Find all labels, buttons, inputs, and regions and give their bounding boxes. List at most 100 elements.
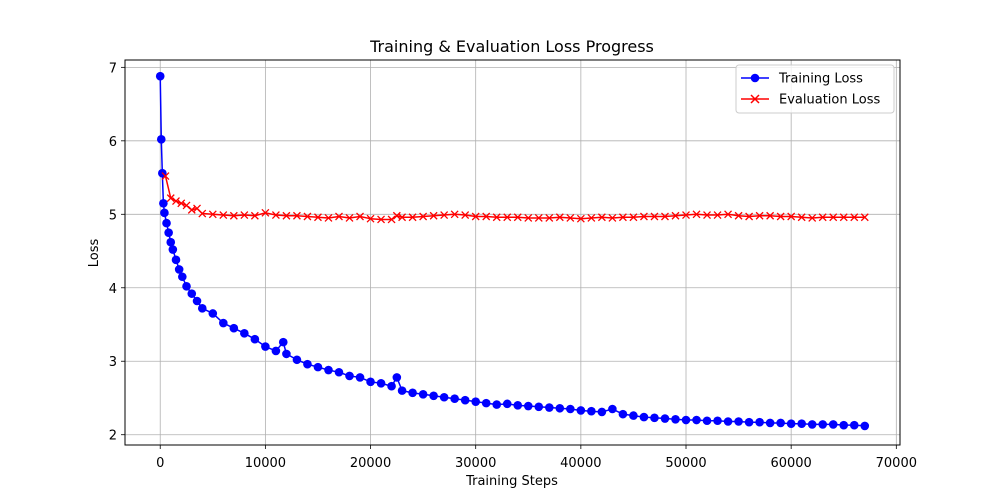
training-loss-point bbox=[303, 359, 312, 369]
training-loss-point bbox=[828, 420, 838, 429]
training-loss-point bbox=[278, 337, 288, 347]
training-loss-point bbox=[187, 289, 197, 298]
evaluation-loss-point bbox=[787, 212, 796, 221]
x-tick-label: 0 bbox=[156, 456, 164, 471]
training-loss-point bbox=[156, 135, 166, 144]
evaluation-loss-point bbox=[639, 212, 648, 221]
evaluation-loss-point bbox=[387, 215, 396, 224]
training-loss-point bbox=[713, 416, 722, 426]
training-loss-point bbox=[723, 417, 733, 426]
training-loss-point bbox=[650, 413, 659, 423]
training-loss-point bbox=[376, 378, 386, 388]
training-loss-point bbox=[271, 346, 281, 356]
evaluation-loss-point bbox=[608, 214, 617, 222]
evaluation-loss-point bbox=[161, 172, 170, 181]
training-loss-point bbox=[178, 272, 187, 282]
evaluation-loss-point bbox=[166, 194, 175, 203]
training-loss-point bbox=[618, 409, 628, 419]
evaluation-loss-point bbox=[471, 212, 480, 221]
training-loss-point bbox=[576, 406, 586, 415]
evaluation-loss-point bbox=[177, 199, 186, 208]
training-loss-point bbox=[849, 420, 859, 430]
evaluation-loss-point bbox=[314, 213, 322, 222]
training-loss-point bbox=[174, 265, 184, 274]
evaluation-loss-point bbox=[366, 214, 375, 223]
evaluation-loss-point bbox=[408, 213, 417, 222]
evaluation-loss-point bbox=[450, 210, 459, 219]
evaluation-loss-point bbox=[271, 211, 280, 219]
evaluation-loss-point bbox=[713, 211, 722, 219]
evaluation-loss-point bbox=[650, 212, 659, 221]
training-loss-point bbox=[860, 421, 870, 431]
training-loss-point bbox=[160, 208, 169, 218]
y-tick-label: 5 bbox=[109, 208, 117, 223]
evaluation-loss-point bbox=[335, 212, 343, 221]
training-loss-point bbox=[162, 218, 171, 228]
evaluation-loss-point bbox=[776, 212, 785, 221]
evaluation-loss-point bbox=[597, 213, 606, 222]
x-tick-label: 20000 bbox=[350, 456, 391, 471]
evaluation-loss-point bbox=[671, 211, 680, 220]
axis-ticks: 0 10000 20000 30000 40000 50000 60000 70000 2 3 4 5… bbox=[109, 61, 917, 471]
training-loss-point bbox=[765, 418, 775, 428]
evaluation-loss-point bbox=[377, 215, 386, 224]
y-tick-label: 7 bbox=[109, 61, 117, 76]
y-tick-label: 3 bbox=[109, 355, 117, 370]
evaluation-loss-point bbox=[734, 211, 743, 220]
training-loss-point bbox=[208, 309, 218, 318]
evaluation-loss-point bbox=[282, 211, 291, 220]
training-loss-point bbox=[418, 390, 428, 399]
training-loss-point bbox=[629, 411, 638, 420]
legend-evaluation-marker bbox=[750, 94, 760, 104]
training-loss-point bbox=[197, 304, 207, 313]
training-loss-point bbox=[429, 391, 438, 401]
evaluation-loss-point bbox=[661, 212, 669, 221]
evaluation-loss-point bbox=[576, 214, 585, 223]
training-loss-point bbox=[744, 417, 754, 427]
evaluation-loss-point bbox=[419, 212, 428, 221]
evaluation-loss-point bbox=[513, 213, 522, 222]
training-loss-point bbox=[523, 401, 533, 411]
evaluation-loss-point bbox=[440, 211, 449, 219]
training-loss-point bbox=[566, 404, 575, 414]
evaluation-loss-point bbox=[566, 214, 575, 222]
x-tick-label: 30000 bbox=[455, 456, 496, 471]
evaluation-loss-point bbox=[829, 213, 838, 222]
training-loss-point bbox=[702, 416, 712, 426]
legend: Training Loss Evaluation Loss bbox=[735, 64, 895, 114]
evaluation-loss-point bbox=[229, 211, 238, 220]
training-loss-point bbox=[786, 419, 796, 428]
x-axis-label: Training Steps bbox=[465, 474, 558, 489]
training-loss-point bbox=[192, 296, 202, 306]
evaluation-loss-point bbox=[292, 211, 301, 220]
training-loss-point bbox=[755, 417, 764, 427]
evaluation-loss-point bbox=[850, 213, 859, 222]
training-loss-point bbox=[439, 392, 449, 402]
evaluation-loss-point bbox=[250, 211, 259, 220]
y-tick-label: 4 bbox=[109, 282, 117, 297]
evaluation-loss-point bbox=[555, 213, 564, 222]
evaluation-loss-point bbox=[261, 208, 270, 217]
evaluation-loss-point bbox=[860, 213, 869, 222]
evaluation-loss-point bbox=[818, 213, 827, 222]
evaluation-loss-point bbox=[356, 212, 364, 221]
training-loss-point bbox=[692, 415, 701, 425]
training-loss-point bbox=[166, 237, 176, 247]
training-loss-point bbox=[345, 371, 354, 381]
training-loss-point bbox=[807, 420, 817, 429]
x-tick-label: 50000 bbox=[665, 456, 706, 471]
training-loss-point bbox=[334, 367, 344, 377]
evaluation-loss-point bbox=[618, 213, 627, 222]
training-loss-point bbox=[168, 245, 178, 254]
evaluation-loss-point bbox=[808, 214, 817, 222]
training-loss-point bbox=[366, 377, 375, 387]
evaluation-loss-point bbox=[198, 209, 207, 218]
training-loss-point bbox=[387, 381, 396, 391]
training-loss-point bbox=[159, 198, 168, 208]
training-loss-point bbox=[164, 228, 173, 237]
evaluation-loss-point bbox=[839, 213, 848, 222]
evaluation-loss-point bbox=[208, 210, 217, 219]
training-loss-point bbox=[555, 403, 565, 413]
training-loss-point bbox=[240, 329, 249, 338]
evaluation-loss-point bbox=[524, 214, 533, 222]
